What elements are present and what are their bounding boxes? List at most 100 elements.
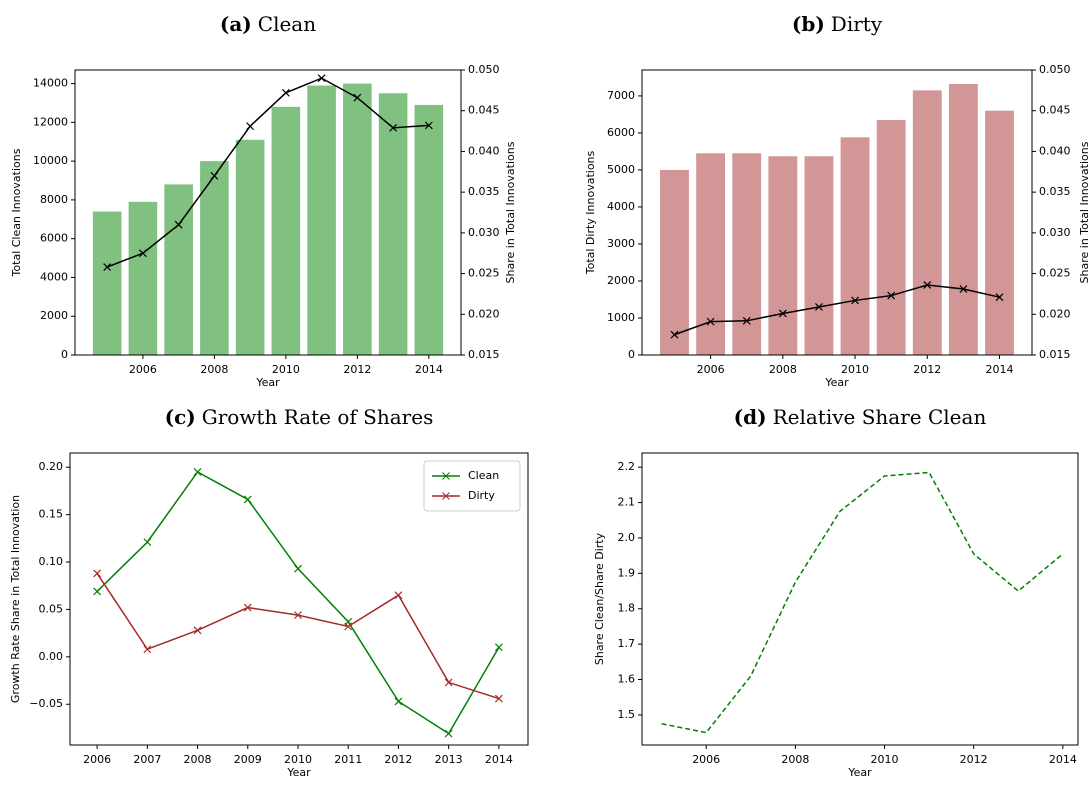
x-tick-label: 2010	[871, 753, 899, 766]
marker	[243, 603, 252, 612]
y2-tick-label: 0.045	[468, 104, 500, 117]
x-tick-label: 2008	[200, 363, 228, 376]
marker	[851, 296, 859, 305]
y-tick-label: −0.05	[29, 697, 63, 710]
y2-tick-label: 0.045	[1039, 104, 1071, 117]
plot-frame	[641, 69, 1033, 356]
y-tick-label: 1000	[607, 311, 635, 324]
panel-label: (a)	[220, 12, 252, 36]
y-tick-label: 0.20	[39, 460, 64, 473]
marker	[294, 611, 302, 620]
x-tick-label: 2010	[272, 363, 300, 376]
marker	[93, 569, 102, 578]
x-tick-label: 2012	[960, 753, 988, 766]
x-tick-label: 2012	[343, 363, 371, 376]
bar	[768, 156, 798, 355]
bar	[876, 119, 906, 355]
x-tick-label: 2009	[234, 753, 262, 766]
plot-frame	[69, 452, 529, 746]
marker	[294, 564, 302, 573]
marker	[394, 591, 403, 600]
y-tick-label: 1.8	[618, 602, 636, 615]
y-tick-label: 6000	[40, 232, 68, 245]
y-tick-label: 3000	[607, 237, 635, 250]
title-text: Clean	[258, 12, 316, 36]
marker	[494, 643, 503, 652]
marker	[995, 293, 1004, 302]
title-text: Relative Share Clean	[773, 405, 987, 429]
y-tick-label: 5000	[607, 163, 635, 176]
x-tick-label: 2008	[781, 753, 809, 766]
bar	[985, 110, 1014, 355]
x-axis-label: Year	[255, 376, 280, 389]
y2-tick-label: 0.040	[1039, 144, 1071, 157]
marker	[670, 330, 679, 339]
y-tick-label: 1.5	[618, 708, 636, 721]
marker	[210, 171, 219, 180]
y2-tick-label: 0.050	[1039, 63, 1071, 76]
y2-tick-label: 0.050	[468, 63, 500, 76]
x-tick-label: 2013	[435, 753, 463, 766]
y2-tick-label: 0.035	[1039, 185, 1071, 198]
x-tick-label: 2012	[913, 363, 941, 376]
bar	[128, 201, 158, 355]
x-axis-label: Year	[824, 376, 849, 389]
y-tick-label: 2.2	[618, 460, 636, 473]
marker	[193, 468, 202, 476]
y-tick-label: 4000	[607, 200, 635, 213]
bar	[912, 90, 942, 355]
plot-frame	[74, 69, 462, 356]
legend-label: Clean	[468, 469, 499, 482]
marker	[103, 263, 112, 271]
legend-marker	[442, 492, 450, 500]
x-tick-label: 2011	[334, 753, 362, 766]
y2-tick-label: 0.015	[468, 348, 500, 361]
marker	[815, 303, 823, 311]
title-text: Growth Rate of Shares	[202, 405, 434, 429]
x-tick-label: 2014	[415, 363, 443, 376]
y2-tick-label: 0.040	[468, 144, 500, 157]
bar	[343, 83, 372, 356]
x-tick-label: 2008	[184, 753, 212, 766]
marker	[193, 626, 202, 635]
marker	[444, 729, 453, 738]
y-tick-label: 2.0	[618, 531, 636, 544]
y-tick-label: 1.9	[618, 566, 636, 579]
plot-frame	[641, 452, 1079, 746]
marker	[444, 678, 453, 687]
y2-tick-label: 0.030	[1039, 226, 1071, 239]
panel-label: (d)	[734, 405, 767, 429]
x-tick-label: 2006	[692, 753, 720, 766]
marker	[394, 697, 403, 706]
y-tick-label: 2000	[607, 274, 635, 287]
marker	[317, 74, 326, 83]
y-tick-label: 6000	[607, 126, 635, 139]
marker	[424, 121, 433, 130]
series-line	[661, 471, 1064, 734]
x-tick-label: 2014	[1049, 753, 1077, 766]
title-text: Dirty	[831, 12, 883, 36]
y-tick-label: 1.7	[618, 637, 636, 650]
panel-label: (b)	[792, 12, 825, 36]
y2-tick-label: 0.015	[1039, 348, 1071, 361]
y2-tick-label: 0.025	[1039, 267, 1071, 280]
y2-tick-label: 0.035	[468, 185, 500, 198]
bar	[235, 139, 265, 355]
x-tick-label: 2006	[129, 363, 157, 376]
y-tick-label: 0.05	[39, 602, 64, 615]
y2-tick-label: 0.020	[468, 307, 500, 320]
x-tick-label: 2014	[485, 753, 513, 766]
marker	[742, 316, 751, 325]
y2-tick-label: 0.030	[468, 226, 500, 239]
bar	[414, 104, 444, 356]
y-tick-label: 0.15	[39, 508, 64, 521]
marker	[887, 291, 896, 300]
y-tick-label: 10000	[33, 154, 68, 167]
bar	[660, 169, 689, 355]
x-tick-label: 2010	[284, 753, 312, 766]
marker	[143, 538, 152, 547]
y-tick-label: 4000	[40, 270, 68, 283]
x-tick-label: 2006	[83, 753, 111, 766]
panel-label: (c)	[165, 405, 196, 429]
